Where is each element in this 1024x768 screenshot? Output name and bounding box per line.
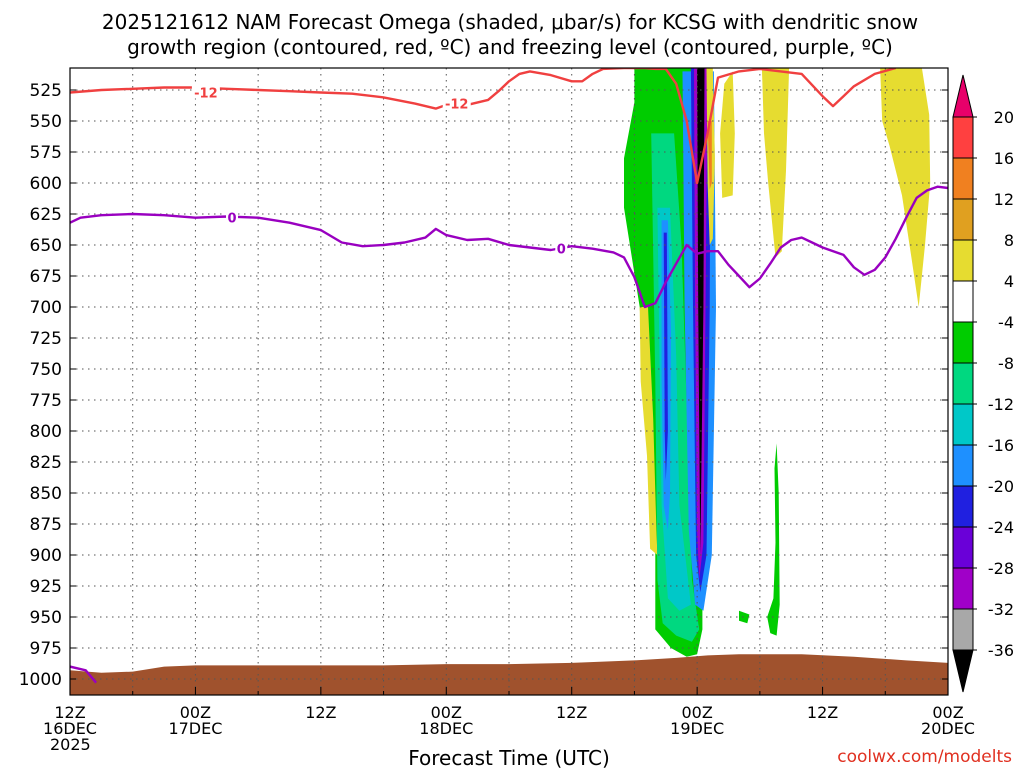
colorbar-swatch-11: [952, 526, 974, 569]
x-tick-label-0-0: 12Z: [54, 703, 85, 722]
y-tick-label-775: 775: [30, 391, 62, 411]
y-tick-label-550: 550: [30, 112, 62, 132]
y-tick-label-625: 625: [30, 205, 62, 225]
freezing-label-1: 0: [557, 243, 566, 258]
x-tick-label-7-0: 00Z: [932, 703, 963, 722]
colorbar-label-11: -28: [988, 559, 1014, 578]
colorbar-label-12: -32: [988, 600, 1014, 619]
freezing-label-0-bg: [226, 209, 239, 224]
colorbar-top-arrow: [952, 74, 974, 118]
freezing-label-1-bg: [555, 240, 568, 255]
y-tick-label-950: 950: [30, 608, 62, 628]
y-tick-label-675: 675: [30, 267, 62, 287]
y-tick-label-850: 850: [30, 484, 62, 504]
y-tick-label-650: 650: [30, 236, 62, 256]
omega-region-2: [761, 68, 790, 258]
colorbar-label-2: 12: [994, 190, 1014, 209]
colorbar-label-5: -4: [998, 313, 1014, 332]
colorbar-label-9: -20: [988, 477, 1014, 496]
colorbar-label-1: 16: [994, 149, 1014, 168]
x-tick-label-3-1: 18DEC: [419, 719, 473, 738]
title-line-2: growth region (contoured, red, ºC) and f…: [127, 35, 893, 59]
y-tick-label-975: 975: [30, 639, 62, 659]
y-tick-label-875: 875: [30, 515, 62, 535]
colorbar-label-4: 4: [1004, 272, 1014, 291]
dgz-contour-line: [70, 68, 897, 185]
x-axis-label: Forecast Time (UTC): [408, 746, 610, 768]
colorbar-swatch-7: [952, 362, 974, 405]
y-tick-label-700: 700: [30, 298, 62, 318]
x-tick-label-0-2: 2025: [50, 735, 91, 754]
colorbar-label-7: -12: [988, 395, 1014, 414]
colorbar-swatch-3: [952, 198, 974, 241]
x-tick-label-0-1: 16DEC: [43, 719, 97, 738]
x-tick-label-4-0: 12Z: [556, 703, 587, 722]
omega-region-14: [697, 68, 705, 555]
colorbar-label-13: -36: [988, 641, 1014, 660]
dgz-label-1-bg: [442, 95, 471, 110]
y-tick-label-575: 575: [30, 143, 62, 163]
credit-text: coolwx.com/modelts: [837, 747, 1012, 767]
omega-shading: [624, 68, 931, 657]
colorbar-bottom-arrow: [952, 649, 974, 693]
x-tick-label-1-1: 17DEC: [168, 719, 222, 738]
colorbar-label-6: -8: [998, 354, 1014, 373]
colorbar-label-3: 8: [1004, 231, 1014, 250]
colorbar-swatch-9: [952, 444, 974, 487]
colorbar-label-0: 20: [994, 108, 1014, 127]
y-axis: 525 550 575 600 625 650 675 700 725 750 775 800 825 8…: [19, 81, 948, 690]
dgz-label-0-bg: [191, 84, 220, 99]
colorbar-swatch-10: [952, 485, 974, 528]
colorbar-label-8: -16: [988, 436, 1014, 455]
y-tick-label-750: 750: [30, 360, 62, 380]
colorbar-swatch-6: [952, 321, 974, 364]
freezing-level-sfc-line: [70, 665, 98, 684]
omega-region-11: [663, 232, 668, 481]
omega-region-1: [720, 71, 735, 198]
freezing-label-0: 0: [227, 212, 236, 227]
y-tick-label-600: 600: [30, 174, 62, 194]
colorbar-swatch-1: [952, 116, 974, 159]
y-tick-label-925: 925: [30, 577, 62, 597]
contour-lines: -12 -12 0 0: [70, 68, 948, 684]
x-tick-label-3-0: 00Z: [431, 703, 462, 722]
omega-region-5: [739, 610, 750, 624]
y-tick-label-525: 525: [30, 81, 62, 101]
y-tick-label-725: 725: [30, 329, 62, 349]
colorbar-label-10: -24: [988, 518, 1014, 537]
dgz-label-1: -12: [445, 98, 469, 113]
colorbar-swatch-2: [952, 157, 974, 200]
y-tick-label-825: 825: [30, 453, 62, 473]
colorbar-swatch-8: [952, 403, 974, 446]
colorbar-swatch-12: [952, 567, 974, 610]
title-line-1: 2025121612 NAM Forecast Omega (shaded, μ…: [102, 10, 918, 34]
omega-region-16: [707, 121, 712, 190]
x-tick-label-1-0: 00Z: [180, 703, 211, 722]
grid-lines: [70, 68, 948, 695]
y-tick-label-1000: 1000: [19, 670, 62, 690]
dgz-label-0: -12: [194, 86, 218, 101]
plot-area: -12 -12 0 0: [69, 67, 949, 696]
x-tick-label-2-0: 12Z: [305, 703, 336, 722]
colorbar-swatch-13: [952, 608, 974, 651]
omega-region-6: [767, 443, 780, 636]
x-tick-label-6-0: 12Z: [807, 703, 838, 722]
y-tick-label-900: 900: [30, 546, 62, 566]
colorbar: 20 16 12 8 4 -4 -8 -12 -16 -20 -24 -28 -32 -36: [952, 74, 1014, 693]
freezing-level-line: [70, 185, 948, 309]
x-tick-label-5-1: 19DEC: [670, 719, 724, 738]
colorbar-swatch-4: [952, 239, 974, 282]
omega-region-3: [880, 68, 931, 307]
colorbar-swatch-5: [952, 280, 974, 323]
y-tick-label-800: 800: [30, 422, 62, 442]
x-tick-label-7-1: 20DEC: [921, 719, 975, 738]
x-tick-label-5-0: 00Z: [681, 703, 712, 722]
